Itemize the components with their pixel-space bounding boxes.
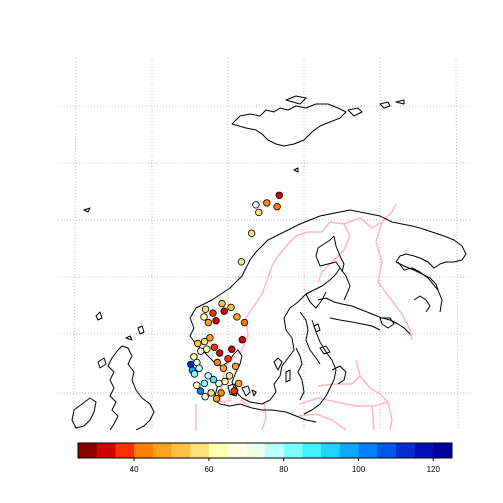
station-marker [200, 313, 208, 321]
station-marker [275, 191, 283, 199]
colorbar-swatch [208, 443, 229, 458]
station-marker [219, 364, 228, 372]
station-marker [206, 334, 214, 342]
station-marker [201, 305, 210, 313]
station-marker [210, 343, 219, 351]
station-marker [215, 379, 223, 388]
station-marker [195, 364, 203, 372]
colorbar-swatch [414, 443, 434, 458]
station-marker [190, 353, 198, 361]
coastlines [71, 95, 467, 430]
colorbar-tick-label: 100 [352, 465, 366, 474]
colorbar: 40 60 80 100 120 [77, 442, 453, 474]
colorbar-swatch [190, 443, 210, 458]
colorbar-swatch [283, 443, 303, 458]
station-marker [220, 307, 228, 315]
station-marker [196, 387, 205, 395]
colorbar-swatch [171, 443, 191, 458]
station-marker [204, 318, 213, 327]
station-markers [187, 23, 283, 403]
colorbar-tick-label: 60 [204, 465, 213, 474]
station-marker [234, 379, 243, 388]
station-marker [231, 362, 240, 370]
colorbar-swatch [227, 443, 247, 458]
colorbar-swatch [246, 443, 266, 458]
station-marker [209, 375, 218, 384]
colorbar-tick-label: 80 [279, 465, 288, 474]
station-marker [194, 339, 202, 348]
station-marker [213, 358, 222, 367]
station-marker [228, 345, 236, 353]
station-marker [190, 370, 199, 378]
station-marker [273, 202, 281, 211]
colorbar-swatch [339, 443, 359, 458]
station-marker [224, 355, 232, 363]
station-marker [203, 345, 211, 353]
station-marker [237, 258, 246, 266]
station-marker [212, 317, 220, 325]
colorbar-swatch [321, 443, 341, 458]
station-marker [263, 199, 271, 207]
station-marker [215, 349, 224, 357]
station-marker [252, 201, 260, 209]
station-marker [204, 372, 212, 380]
colorbar-swatch [358, 443, 378, 458]
station-marker [230, 387, 238, 395]
station-marker [201, 393, 209, 401]
station-marker [209, 309, 217, 317]
colorbar-swatch [115, 443, 135, 458]
station-marker [200, 379, 209, 388]
station-marker [207, 389, 215, 397]
colorbar-swatch [302, 443, 322, 458]
station-marker [264, 23, 271, 30]
station-marker [240, 318, 249, 327]
colorbar-swatch [134, 443, 154, 458]
colorbar-swatch [377, 443, 397, 458]
station-marker [193, 381, 201, 389]
station-marker [238, 336, 246, 344]
station-marker [247, 229, 256, 237]
station-marker [225, 372, 234, 380]
station-marker [221, 377, 229, 386]
station-marker [217, 389, 225, 397]
station-marker [227, 303, 235, 312]
colorbar-swatch [265, 443, 285, 458]
colorbar-swatch [433, 443, 453, 458]
colorbar-tick-label: 120 [427, 465, 441, 474]
graticule [58, 57, 470, 431]
station-marker [255, 208, 263, 217]
station-marker [233, 313, 241, 321]
colorbar-swatch [152, 443, 172, 458]
colorbar-swatch [395, 443, 416, 458]
colorbar-tick-label: 40 [130, 465, 139, 474]
colorbar-swatch [78, 443, 98, 458]
station-marker [218, 299, 226, 308]
colorbar-swatch [96, 443, 116, 458]
station-marker [200, 337, 209, 346]
station-marker [197, 347, 205, 355]
station-marker [212, 394, 221, 403]
